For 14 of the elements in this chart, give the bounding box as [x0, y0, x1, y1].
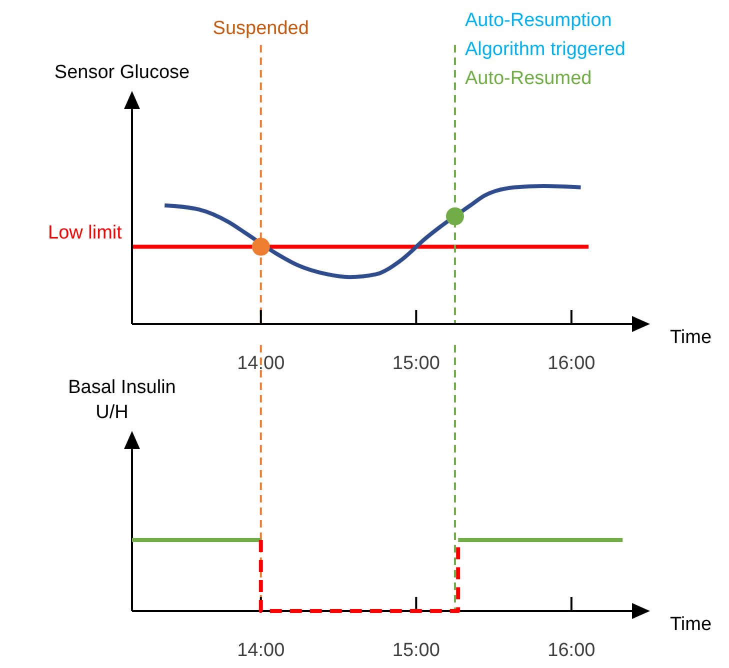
- x-axis-title: Time: [670, 614, 712, 635]
- text: Auto-Resumption Algorithm triggered: [464, 10, 626, 60]
- ref-line-label: Suspended: [212, 18, 309, 39]
- ref-line-label: Auto-Resumed: [464, 68, 592, 89]
- x-tick-label: 15:00: [392, 640, 440, 661]
- y-axis-title: Basal Insulin U/H: [68, 377, 176, 423]
- x-tick-label: 14:00: [237, 353, 285, 374]
- y-axis-title: Sensor Glucose: [54, 62, 190, 83]
- x-tick-label: 16:00: [548, 353, 596, 374]
- x-tick-label: 15:00: [392, 353, 440, 374]
- x-axis-title: Time: [670, 327, 712, 348]
- x-tick-label: 14:00: [237, 640, 285, 661]
- x-tick-label: 16:00: [548, 640, 596, 661]
- ref-line-label: Low limit: [48, 222, 123, 244]
